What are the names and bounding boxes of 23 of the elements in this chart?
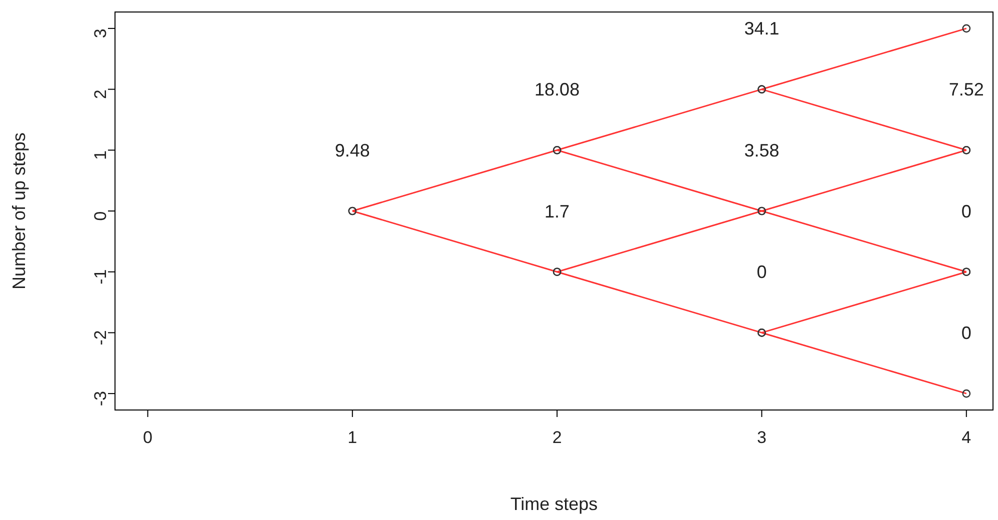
annotation: 9.48 <box>334 140 370 160</box>
annotation: 7.52 <box>948 80 984 100</box>
annotation: 0 <box>961 323 972 344</box>
annotation: 34.1 <box>744 18 780 39</box>
y-tick-label: -2 <box>90 330 110 346</box>
x-tick-label: 2 <box>552 428 562 448</box>
annotation: 18.08 <box>534 80 580 100</box>
x-tick-label: 1 <box>348 428 358 448</box>
annotation: 0 <box>756 262 767 282</box>
annotation: 3.58 <box>744 140 780 160</box>
y-tick-label: -3 <box>90 391 110 406</box>
x-tick-label: 4 <box>962 428 972 448</box>
y-tick-label: 1 <box>90 150 110 160</box>
annotation: 1.7 <box>544 201 570 222</box>
x-tick-label: 0 <box>143 428 152 448</box>
y-tick-label: 0 <box>90 211 110 221</box>
x-tick-label: 3 <box>757 428 766 448</box>
y-axis-title: Number of up steps <box>9 132 29 290</box>
y-tick-label: -1 <box>90 269 110 284</box>
x-axis-title: Time steps <box>510 494 598 514</box>
annotation: 0 <box>961 201 972 222</box>
y-tick-label: 2 <box>90 90 110 100</box>
y-tick-label: 3 <box>90 28 110 38</box>
